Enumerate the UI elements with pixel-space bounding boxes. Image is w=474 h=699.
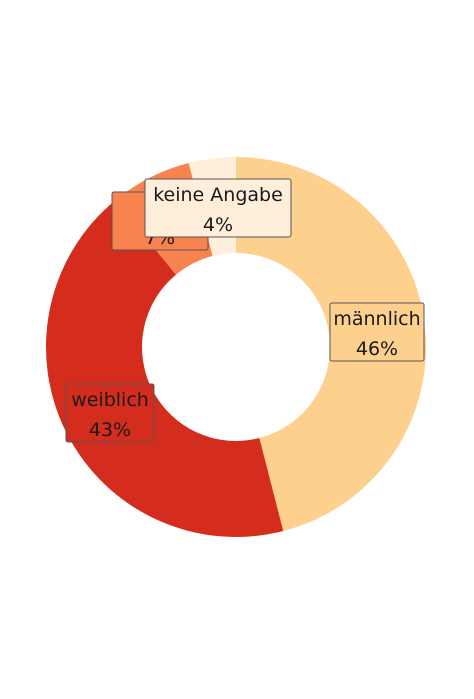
label-name: männlich bbox=[333, 308, 420, 330]
label-weiblich: weiblich 43% bbox=[65, 383, 155, 443]
label-box bbox=[144, 178, 292, 238]
label-percent: 46% bbox=[356, 338, 398, 360]
slice-weiblich bbox=[45, 200, 284, 538]
label-box bbox=[329, 302, 425, 362]
label-keine-angabe: keine Angabe 4% bbox=[144, 178, 292, 238]
label-maennlich: männlich 46% bbox=[329, 302, 425, 362]
label-percent: 4% bbox=[203, 214, 233, 236]
label-name: weiblich bbox=[71, 389, 149, 411]
label-percent: 43% bbox=[89, 419, 131, 441]
label-name: keine Angabe bbox=[153, 184, 283, 206]
label-box bbox=[65, 383, 155, 443]
